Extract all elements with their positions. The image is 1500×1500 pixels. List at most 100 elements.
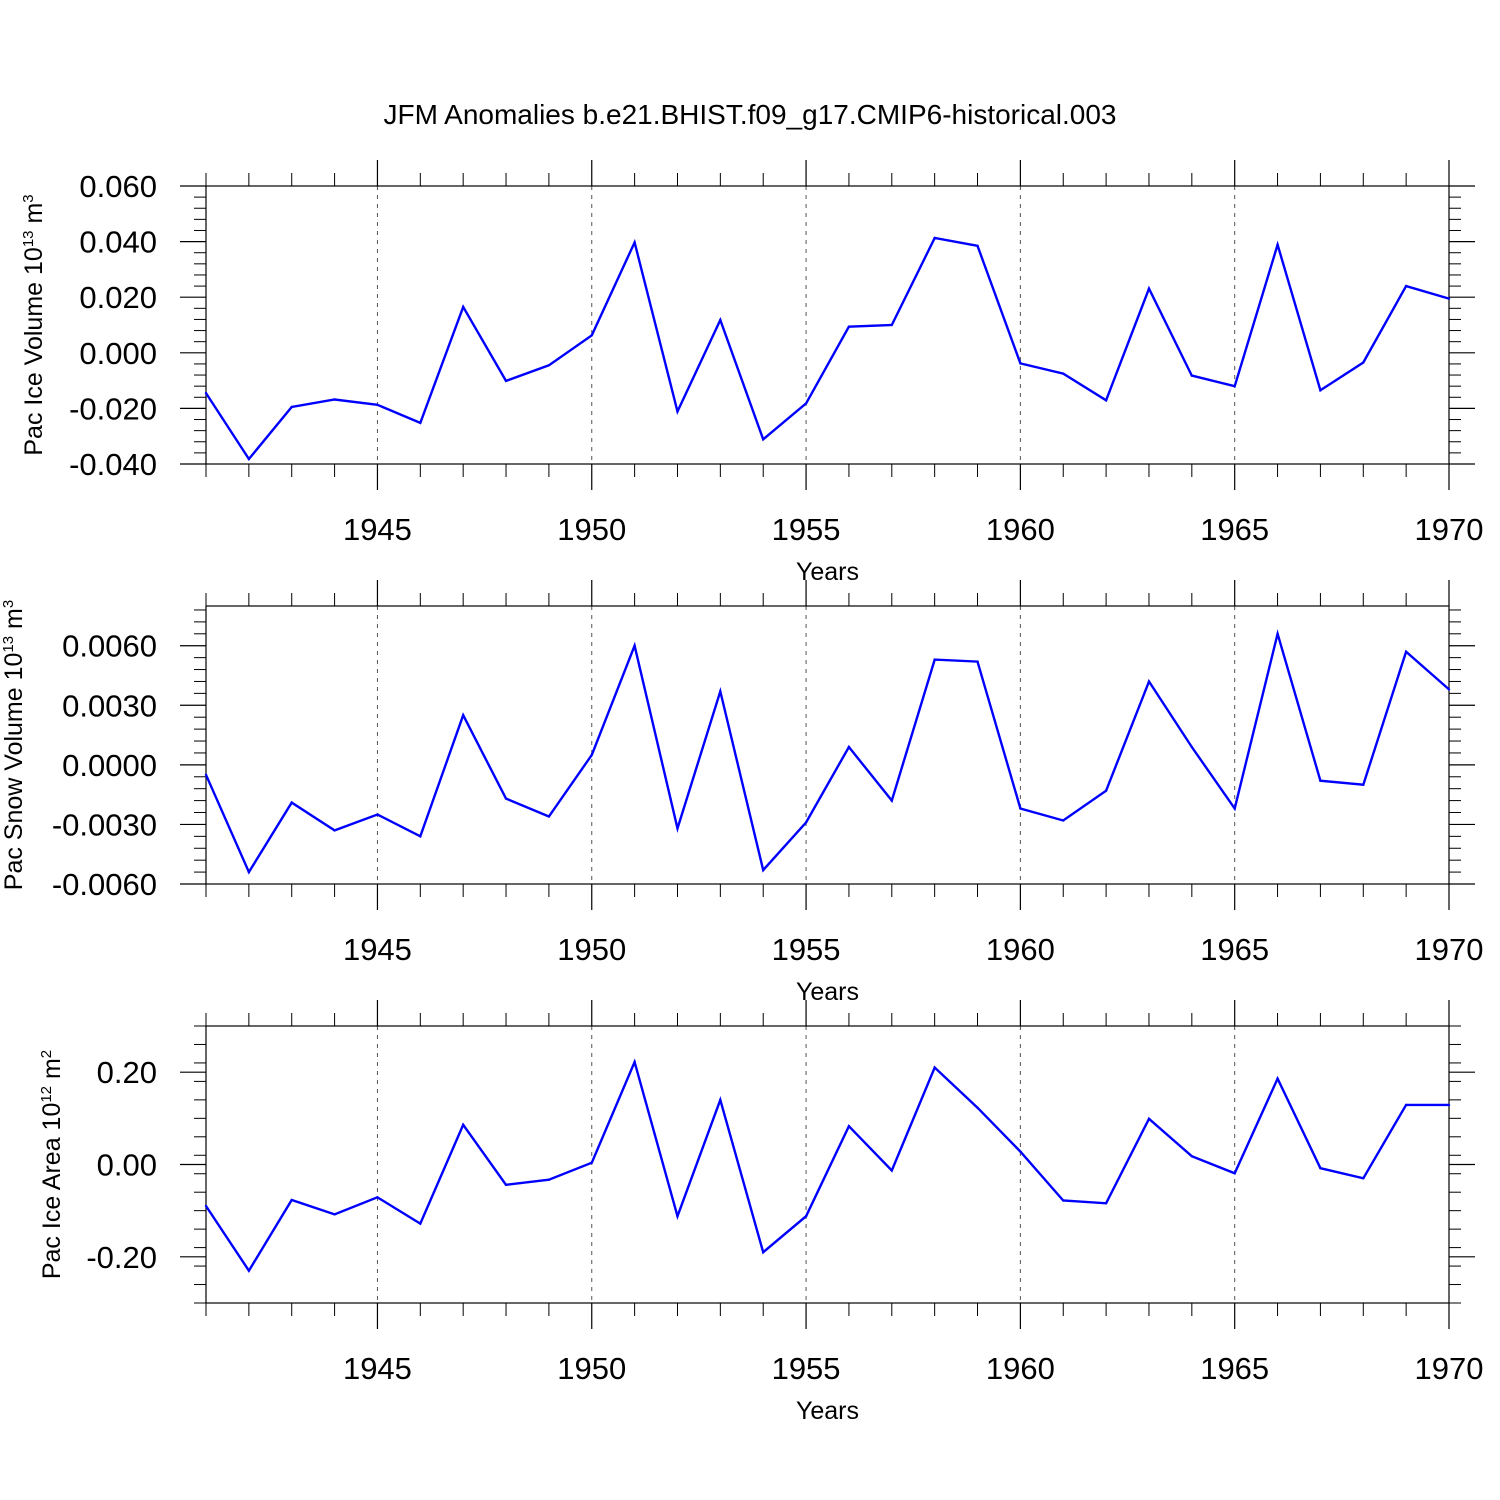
y-axis-label-part: Pac Snow Volume 10 [0,653,28,891]
y-axis-label-part: m [38,1058,66,1086]
data-point [633,241,636,244]
data-point [933,1066,936,1069]
chart-panel-2: -0.0060 -0.0030 0.0000 0.0030 0.0060 1945 1950… [0,580,1483,1006]
y-tick-label: -0.0030 [52,807,157,842]
data-point [890,323,893,327]
data-point [419,1222,422,1225]
x-tick-label: 1965 [1200,512,1269,547]
data-point [333,1213,336,1216]
data-point [804,402,808,405]
data-point [1447,297,1451,300]
y-tick-label: 0.040 [79,225,157,260]
y-axis-label-exponent: 13 [20,230,37,247]
data-point [1147,1117,1151,1120]
y-axis-label-part: m [0,608,28,636]
data-point [1147,287,1151,290]
data-point [847,325,851,328]
x-tick-label: 1970 [1415,512,1484,547]
plot-frame [205,1025,1450,1304]
y-tick-label: 0.0000 [62,748,157,783]
data-point [1233,807,1236,810]
data-point [1233,1172,1236,1175]
y-axis-label: Pac Ice Area 1012 m2 [38,1050,66,1279]
chart-panel-3: -0.20 0.00 0.20 1945 1950 1955 1960 1965 1970 Yea… [38,1000,1483,1425]
x-tick-label: 1950 [557,512,626,547]
x-tick-label: 1965 [1200,1351,1269,1386]
data-point [976,660,979,663]
y-axis-label-exponent: 3 [20,194,37,202]
data-point [247,1269,251,1272]
y-axis-label-exponent: 2 [38,1050,55,1058]
data-point [590,753,593,757]
data-point [290,801,293,804]
data-point [762,868,765,872]
data-point [547,1178,551,1181]
y-axis-label-exponent: 12 [38,1086,55,1103]
data-point [1190,1154,1194,1158]
data-point [504,1183,508,1187]
x-tick-label: 1960 [986,512,1055,547]
data-point [762,438,765,441]
data-point [719,318,722,322]
data-point [1104,1202,1108,1205]
x-axis-label: Years [796,1397,859,1425]
data-series-line [204,1058,1449,1273]
data-point [376,813,379,816]
data-point [204,1204,208,1208]
data-point [1147,680,1151,683]
x-axis-label: Years [796,558,859,586]
data-point [762,1251,765,1254]
y-tick-label: -0.020 [69,391,157,426]
data-point [1276,632,1279,635]
panels: -0.040 -0.020 0.000 0.020 0.040 0.060 1945 1950… [0,160,1483,1425]
y-axis-label-exponent: 13 [0,636,17,653]
data-point [461,305,465,309]
y-axis-label: Pac Ice Volume 1013 m3 [20,194,48,455]
data-point [1362,361,1365,364]
data-point [290,405,293,409]
data-point [1404,1103,1408,1107]
y-tick-label: 0.060 [79,169,157,204]
y-axis-label-part: Pac Ice Area 10 [38,1103,66,1280]
data-point [333,829,336,832]
x-tick-label: 1955 [772,512,841,547]
data-point [847,1124,851,1128]
x-tick-label: 1955 [772,1351,841,1386]
data-point [890,799,893,802]
data-point [1062,372,1065,375]
data-point [247,457,251,461]
data-point [1019,362,1022,365]
data-point [676,827,679,830]
data-point [376,403,379,406]
data-point [1019,1150,1022,1153]
data-point [933,236,936,240]
x-tick-label: 1950 [557,1351,626,1386]
data-series-line [204,629,1450,875]
data-point [590,334,593,337]
x-tick-label: 1970 [1415,1351,1484,1386]
x-tick-label: 1950 [557,932,626,967]
data-point [1319,1166,1322,1170]
data-point [1276,1077,1279,1080]
data-point [1190,374,1194,377]
plot-frame [205,605,1450,885]
data-point [204,773,208,776]
y-axis-label: Pac Snow Volume 1013 m3 [0,600,28,890]
y-axis-label-part: m [20,203,48,231]
figure-title: JFM Anomalies b.e21.BHIST.f09_g17.CMIP6-… [383,99,1116,130]
y-axis-label-exponent: 3 [0,600,17,608]
data-point [1319,389,1322,392]
x-tick-label: 1965 [1200,932,1269,967]
data-point [933,658,936,661]
data-point [804,821,808,824]
data-point [376,1196,379,1199]
data-point [1362,1177,1365,1180]
y-tick-label: -0.20 [86,1240,157,1275]
data-point [1062,819,1065,822]
data-point [247,870,251,874]
data-point [1447,1103,1451,1107]
data-point [633,1060,636,1064]
data-point [290,1198,293,1202]
data-point [976,244,979,247]
data-point [1019,807,1022,810]
